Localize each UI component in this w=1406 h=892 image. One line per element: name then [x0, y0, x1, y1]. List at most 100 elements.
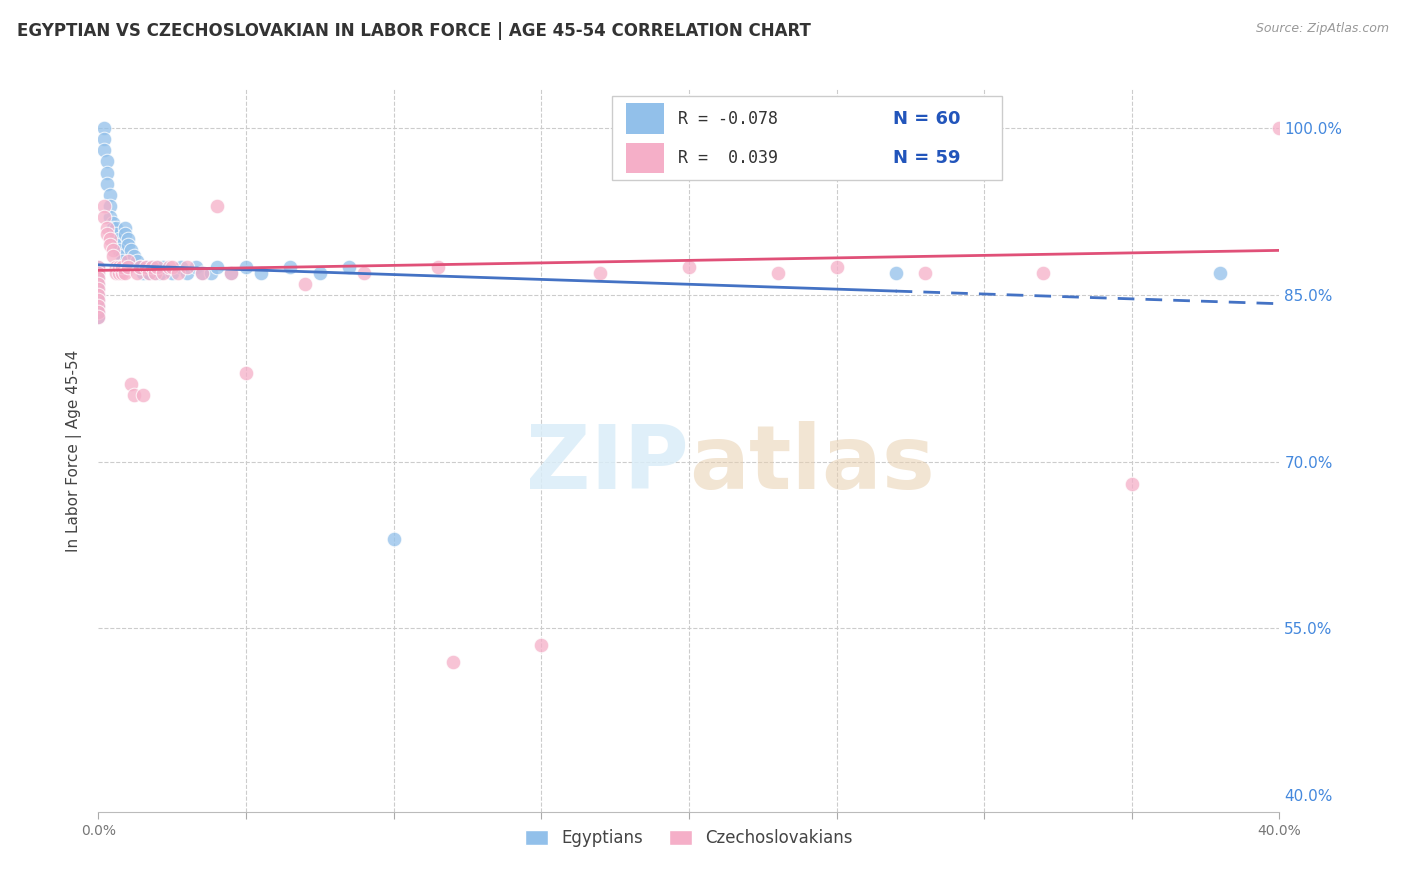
Point — [339, 260, 361, 274]
Point — [120, 376, 142, 391]
Point — [87, 282, 110, 296]
Point — [117, 260, 139, 274]
FancyBboxPatch shape — [626, 143, 664, 173]
Point — [146, 260, 169, 274]
Point — [93, 144, 115, 158]
Point — [87, 271, 110, 285]
Point — [122, 388, 145, 402]
FancyBboxPatch shape — [626, 103, 664, 134]
Point — [205, 199, 228, 213]
Point — [87, 266, 110, 280]
Point — [132, 388, 155, 402]
Point — [96, 154, 118, 169]
Point — [93, 210, 115, 224]
Point — [1121, 476, 1143, 491]
Point — [128, 260, 150, 274]
Point — [170, 260, 193, 274]
Point — [125, 266, 148, 280]
Point — [103, 249, 125, 263]
Text: EGYPTIAN VS CZECHOSLOVAKIAN IN LABOR FORCE | AGE 45-54 CORRELATION CHART: EGYPTIAN VS CZECHOSLOVAKIAN IN LABOR FOR… — [17, 22, 811, 40]
Point — [353, 266, 375, 280]
Point — [294, 277, 316, 291]
Point — [108, 244, 131, 258]
Point — [884, 266, 907, 280]
Point — [117, 254, 139, 268]
Point — [132, 266, 155, 280]
Point — [167, 266, 190, 280]
Point — [96, 221, 118, 235]
Point — [87, 282, 110, 296]
Point — [176, 266, 198, 280]
Point — [105, 260, 128, 274]
Point — [96, 227, 118, 241]
Point — [143, 266, 166, 280]
Point — [87, 260, 110, 274]
Point — [191, 266, 214, 280]
Point — [141, 260, 163, 274]
Point — [108, 232, 131, 246]
Point — [87, 293, 110, 308]
Point — [103, 221, 125, 235]
Point — [135, 260, 157, 274]
Point — [105, 227, 128, 241]
Point — [108, 260, 131, 274]
Text: Source: ZipAtlas.com: Source: ZipAtlas.com — [1256, 22, 1389, 36]
Text: N = 60: N = 60 — [893, 110, 960, 128]
Point — [93, 199, 115, 213]
Point — [914, 266, 936, 280]
Point — [1032, 266, 1054, 280]
Point — [1268, 121, 1291, 136]
Point — [235, 260, 257, 274]
Point — [825, 260, 848, 274]
Point — [117, 237, 139, 252]
Point — [93, 121, 115, 136]
Point — [128, 260, 150, 274]
Point — [98, 237, 121, 252]
Text: R = -0.078: R = -0.078 — [678, 110, 779, 128]
Point — [146, 260, 169, 274]
Point — [96, 177, 118, 191]
Point — [235, 366, 257, 380]
Point — [184, 260, 207, 274]
Point — [108, 237, 131, 252]
Point — [87, 304, 110, 318]
Point — [105, 221, 128, 235]
Text: R =  0.039: R = 0.039 — [678, 149, 779, 167]
Point — [250, 266, 273, 280]
Point — [93, 132, 115, 146]
Point — [176, 260, 198, 274]
Point — [135, 260, 157, 274]
Point — [120, 244, 142, 258]
Point — [111, 254, 134, 268]
Point — [108, 266, 131, 280]
Point — [87, 293, 110, 308]
Point — [766, 266, 789, 280]
Point — [309, 266, 332, 280]
Point — [221, 266, 243, 280]
Point — [200, 266, 222, 280]
Point — [87, 310, 110, 324]
Point — [87, 310, 110, 324]
Legend: Egyptians, Czechoslovakians: Egyptians, Czechoslovakians — [519, 822, 859, 854]
Point — [103, 244, 125, 258]
Point — [87, 304, 110, 318]
Point — [87, 271, 110, 285]
Point — [96, 165, 118, 179]
Point — [382, 533, 405, 547]
Point — [138, 266, 160, 280]
Point — [678, 260, 700, 274]
Point — [87, 299, 110, 313]
Point — [205, 260, 228, 274]
Text: N = 59: N = 59 — [893, 149, 960, 167]
Text: ZIP: ZIP — [526, 421, 689, 508]
FancyBboxPatch shape — [612, 96, 1002, 179]
Point — [152, 260, 174, 274]
Point — [105, 266, 128, 280]
Point — [114, 266, 136, 280]
Point — [162, 260, 183, 274]
Point — [141, 260, 163, 274]
Point — [114, 227, 136, 241]
Point — [117, 232, 139, 246]
Point — [98, 199, 121, 213]
Point — [103, 216, 125, 230]
